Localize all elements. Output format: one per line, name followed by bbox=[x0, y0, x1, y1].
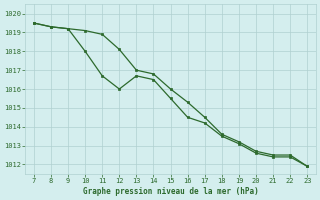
X-axis label: Graphe pression niveau de la mer (hPa): Graphe pression niveau de la mer (hPa) bbox=[83, 187, 259, 196]
